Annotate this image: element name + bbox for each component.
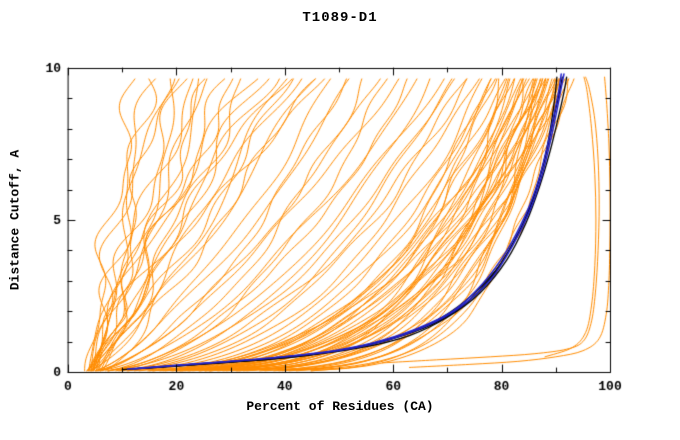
y-axis-label: Distance Cutoff, A	[7, 149, 23, 291]
chart-title: T1089-D1	[302, 10, 378, 26]
x-axis-label: Percent of Residues (CA)	[246, 399, 434, 414]
